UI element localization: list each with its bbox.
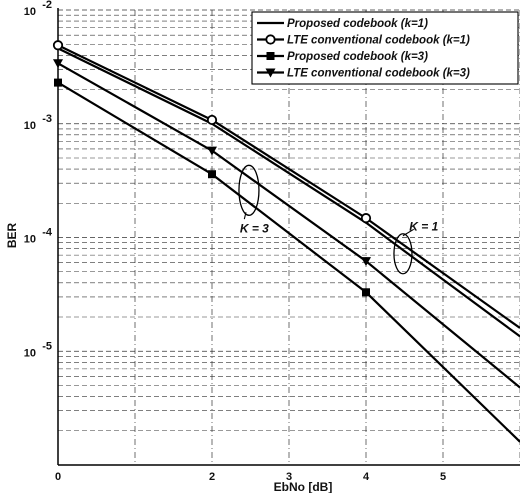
- series-3: [54, 78, 520, 443]
- series-line: [57, 44, 520, 329]
- series-4: [53, 59, 520, 389]
- series-group: [52, 40, 520, 443]
- annotation-label: K = 3: [240, 221, 269, 235]
- legend-label: Proposed codebook (k=1): [287, 18, 428, 30]
- series-2: [52, 40, 520, 329]
- series-1: [57, 47, 520, 338]
- triangle-marker: [207, 146, 217, 156]
- x-tick-label: 5: [440, 471, 446, 483]
- legend-entry: Proposed codebook (k=3): [257, 51, 428, 63]
- square-marker: [54, 78, 62, 87]
- y-tick-exponent: -3: [42, 113, 52, 125]
- legend-label: Proposed codebook (k=3): [287, 51, 428, 63]
- legend-box: [251, 11, 519, 85]
- legend: Proposed codebook (k=1) LTE conventional …: [251, 11, 519, 85]
- y-tick-label: 10: [24, 347, 36, 359]
- circle-marker: [206, 114, 218, 126]
- series-line: [57, 81, 520, 443]
- square-marker: [266, 52, 275, 60]
- x-axis-label: EbNo [dB]: [274, 480, 333, 493]
- series-line: [57, 62, 520, 389]
- x-tick-label: 3: [286, 471, 292, 483]
- circle-marker: [265, 34, 276, 45]
- y-tick-label: 10: [24, 120, 36, 132]
- legend-label: LTE conventional codebook (k=3): [287, 68, 470, 80]
- y-axis-label: BER: [5, 223, 19, 249]
- legend-entry: Proposed codebook (k=1): [257, 18, 428, 30]
- y-tick-label: 10: [24, 6, 36, 18]
- legend-label: LTE conventional codebook (k=1): [287, 35, 470, 47]
- y-tick-exponent: -4: [42, 227, 53, 239]
- square-marker: [362, 288, 370, 297]
- triangle-marker: [265, 68, 276, 78]
- triangle-marker: [361, 257, 371, 267]
- x-tick-label: 2: [209, 471, 215, 483]
- triangle-marker: [53, 59, 63, 69]
- x-tick-label: 0: [55, 471, 61, 483]
- legend-entry: LTE conventional codebook (k=3): [257, 68, 470, 80]
- tick-labels: 0 2 3 4 5 10 -2 10 -3 10 -4 10 -5: [24, 0, 446, 483]
- k3-pointer: [243, 212, 247, 220]
- annotation-label: K = 1: [409, 219, 438, 233]
- y-tick-exponent: -5: [42, 340, 52, 352]
- legend-entry: LTE conventional codebook (k=1): [257, 34, 470, 47]
- x-tick-label: 4: [363, 471, 370, 483]
- k1-ellipse: [393, 233, 413, 275]
- k3-ellipse: [238, 164, 260, 216]
- annotations: K = 3 K = 1: [240, 219, 439, 235]
- k1-pointer: [402, 228, 415, 237]
- annotation-shapes: [238, 164, 415, 275]
- y-tick-exponent: -2: [42, 0, 52, 11]
- series-line: [57, 47, 520, 338]
- circle-marker: [360, 213, 372, 224]
- circle-marker: [52, 40, 64, 51]
- y-tick-label: 10: [24, 234, 36, 246]
- square-marker: [208, 170, 216, 179]
